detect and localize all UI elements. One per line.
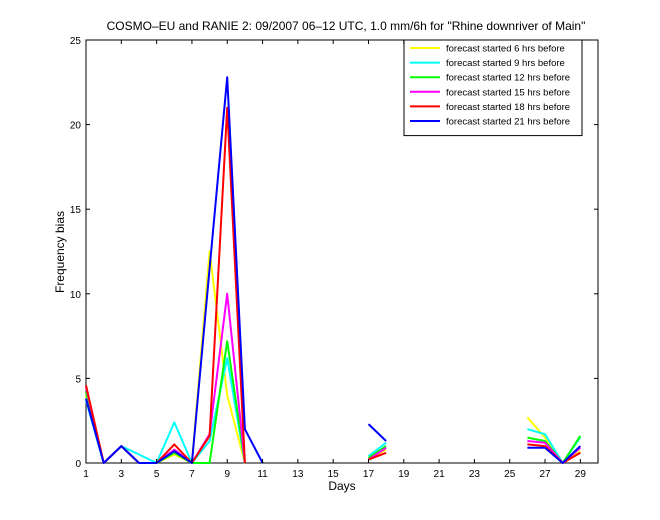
series-6-line-segment-2: [367, 423, 387, 442]
series-5-line-segment-2: [368, 451, 387, 461]
x-axis-ticks: 1 3 5 7 9 11 13 15 17 19 21 23 25 27 29: [83, 40, 586, 480]
y-tick-label: 15: [70, 205, 82, 216]
series-2-line-segment-2: [367, 441, 387, 457]
y-axis-ticks: 0 5 10 15 20 25: [70, 36, 598, 470]
x-tick-label: 23: [469, 469, 481, 480]
chart-title: COSMO–EU and RANIE 2: 09/2007 06–12 UTC,…: [107, 19, 586, 33]
x-tick-label: 19: [398, 469, 410, 480]
legend-label-3: forecast started 12 hrs before: [446, 73, 570, 84]
x-tick-label: 3: [119, 469, 125, 480]
y-axis-label: Frequency bias: [53, 211, 67, 293]
x-tick-label: 17: [363, 469, 375, 480]
legend-label-4: forecast started 15 hrs before: [446, 87, 570, 98]
y-tick-label: 10: [70, 290, 82, 301]
legend-box: [403, 39, 583, 137]
x-tick-label: 27: [539, 469, 551, 480]
x-tick-label: 21: [434, 469, 446, 480]
y-tick-label: 20: [70, 121, 82, 132]
x-tick-label: 9: [224, 469, 230, 480]
x-tick-label: 15: [328, 469, 340, 480]
y-tick-label: 5: [75, 374, 81, 385]
series-6: [85, 76, 581, 464]
legend-label-2: forecast started 9 hrs before: [446, 58, 565, 69]
plot-area-frame: [85, 39, 599, 464]
x-tick-label: 25: [504, 469, 516, 480]
x-tick-label: 11: [257, 469, 268, 480]
legend: forecast started 6 hrs before forecast st…: [403, 39, 583, 137]
series-6-line-segment-1: [85, 76, 264, 464]
legend-label-6: forecast started 21 hrs before: [446, 117, 570, 128]
legend-label-1: forecast started 6 hrs before: [446, 44, 565, 55]
y-tick-label: 25: [70, 36, 82, 47]
series-6-line-segment-3: [527, 445, 581, 464]
x-tick-label: 13: [292, 469, 304, 480]
x-tick-label: 29: [575, 469, 587, 480]
x-tick-label: 1: [83, 469, 89, 480]
x-tick-label: 5: [154, 469, 160, 480]
x-tick-label: 7: [189, 469, 195, 480]
legend-label-5: forecast started 18 hrs before: [446, 102, 570, 113]
x-axis-label: Days: [328, 479, 355, 493]
series-layer: [85, 76, 582, 464]
series-3-line-segment-2: [367, 445, 387, 459]
y-tick-label: 0: [75, 459, 81, 470]
